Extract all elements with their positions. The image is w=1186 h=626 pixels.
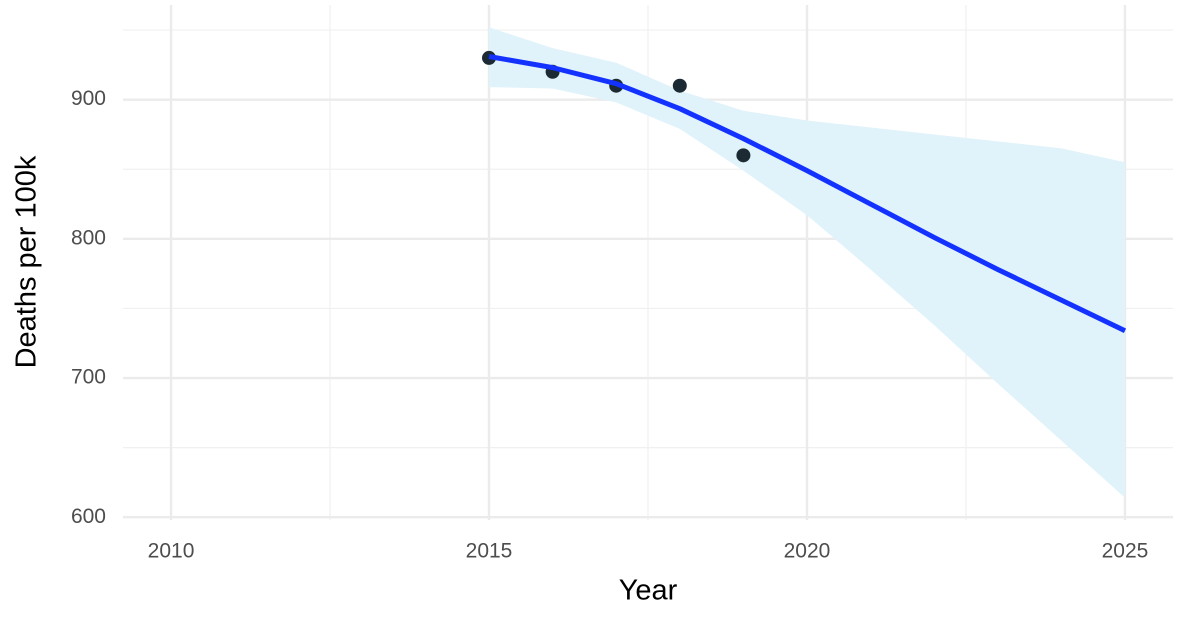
y-tick-label: 700 <box>71 366 106 389</box>
y-axis-title: Deaths per 100k <box>11 155 43 368</box>
confidence-band <box>489 27 1125 498</box>
fit-line <box>488 54 1127 333</box>
y-tick-label: 900 <box>71 87 106 110</box>
y-tick-label: 600 <box>71 505 106 528</box>
y-tick-label: 800 <box>71 226 106 249</box>
data-point <box>672 78 687 93</box>
data-point <box>736 148 751 163</box>
x-axis-title: Year <box>619 575 678 607</box>
x-tick-label: 2020 <box>784 540 831 563</box>
x-tick-label: 2010 <box>148 540 195 563</box>
x-tick-label: 2015 <box>466 540 513 563</box>
x-tick-label: 2025 <box>1102 540 1149 563</box>
